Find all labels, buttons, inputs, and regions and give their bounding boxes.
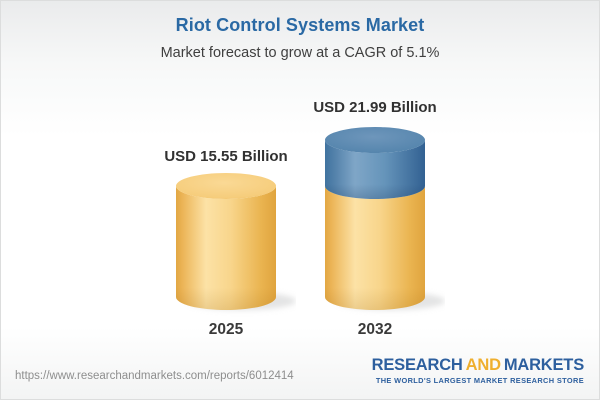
chart-header: Riot Control Systems Market Market forec… (1, 15, 599, 61)
logo-word-research: RESEARCH (371, 356, 463, 374)
cylinder-2032-top (325, 127, 425, 154)
cylinder-2025-top (176, 173, 276, 199)
category-label-2025: 2025 (208, 321, 244, 338)
cylinder-2025 (176, 173, 296, 310)
value-label-2032: USD 21.99 Billion (313, 99, 437, 116)
cylinder-2032-growth-shading (325, 140, 425, 199)
cylinder-2032-base-shading (325, 186, 425, 310)
value-label-2025: USD 15.55 Billion (164, 148, 288, 165)
cylinder-2032 (325, 127, 445, 310)
cylinder-2025-body-shading (176, 186, 276, 310)
logo-wordmark: RESEARCH AND MARKETS (371, 356, 585, 374)
page-title: Riot Control Systems Market (175, 15, 425, 35)
logo-word-and: AND (465, 356, 501, 374)
chart-subtitle: Market forecast to grow at a CAGR of 5.1… (160, 45, 440, 61)
category-label-2032: 2032 (357, 321, 393, 338)
logo-tagline: THE WORLD'S LARGEST MARKET RESEARCH STOR… (375, 375, 584, 385)
report-url: https://www.researchandmarkets.com/repor… (15, 370, 294, 382)
logo-word-markets: MARKETS (503, 356, 584, 374)
researchandmarkets-logo: RESEARCH AND MARKETS THE WORLD'S LARGEST M… (371, 356, 585, 385)
